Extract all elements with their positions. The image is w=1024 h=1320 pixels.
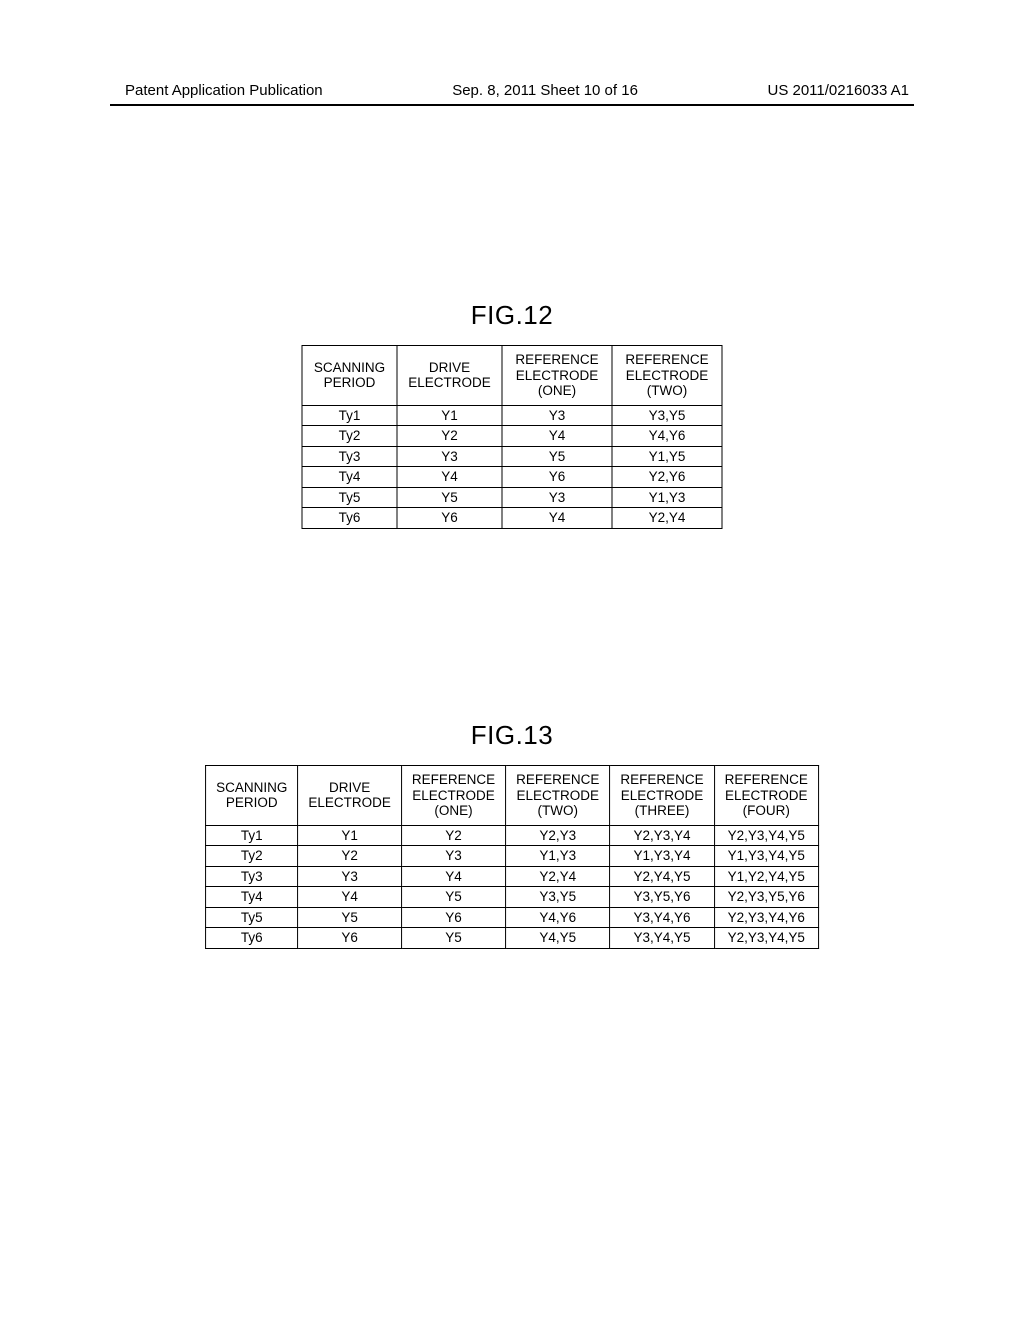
fig13-cell: Y1,Y3 [506, 846, 610, 867]
fig13-cell: Y2,Y4,Y5 [610, 866, 714, 887]
fig13-cell: Y1,Y2,Y4,Y5 [714, 866, 818, 887]
fig13-cell: Y5 [298, 907, 402, 928]
fig13-cell: Y2 [298, 846, 402, 867]
fig13-body: Ty1Y1Y2Y2,Y3Y2,Y3,Y4Y2,Y3,Y4,Y5Ty2Y2Y3Y1… [206, 825, 819, 948]
fig12-row: Ty3Y3Y5Y1,Y5 [302, 446, 722, 467]
fig12-cell: Y4 [397, 467, 502, 488]
fig13-cell: Ty1 [206, 825, 298, 846]
fig13-cell: Y2,Y3,Y4,Y6 [714, 907, 818, 928]
fig12-cell: Ty3 [302, 446, 397, 467]
fig12-cell: Y5 [502, 446, 612, 467]
fig13-cell: Ty4 [206, 887, 298, 908]
header-right: US 2011/0216033 A1 [767, 82, 909, 99]
fig12-row: Ty1Y1Y3Y3,Y5 [302, 405, 722, 426]
fig12-cell: Ty4 [302, 467, 397, 488]
fig13-header-row: SCANNINGPERIODDRIVEELECTRODEREFERENCEELE… [206, 766, 819, 826]
fig12-cell: Ty1 [302, 405, 397, 426]
header-left: Patent Application Publication [125, 82, 323, 99]
fig13-cell: Y3,Y4,Y5 [610, 928, 714, 949]
fig12-cell: Y4 [502, 508, 612, 529]
header-rule [110, 104, 914, 106]
fig13-cell: Y3,Y5 [506, 887, 610, 908]
page-header: Patent Application Publication Sep. 8, 2… [0, 82, 1024, 99]
fig12-cell: Ty5 [302, 487, 397, 508]
fig13-cell: Y6 [401, 907, 505, 928]
fig13-cell: Y3 [401, 846, 505, 867]
fig12-cell: Y1,Y5 [612, 446, 722, 467]
fig12-cell: Y1,Y3 [612, 487, 722, 508]
fig12-cell: Y3 [502, 487, 612, 508]
fig13-cell: Y1 [298, 825, 402, 846]
fig12-cell: Y2,Y4 [612, 508, 722, 529]
fig13-row: Ty1Y1Y2Y2,Y3Y2,Y3,Y4Y2,Y3,Y4,Y5 [206, 825, 819, 846]
fig13-cell: Y3 [298, 866, 402, 887]
fig13-cell: Y5 [401, 887, 505, 908]
fig13-row: Ty4Y4Y5Y3,Y5Y3,Y5,Y6Y2,Y3,Y5,Y6 [206, 887, 819, 908]
fig13-col-2: REFERENCEELECTRODE(ONE) [401, 766, 505, 826]
fig12-cell: Y3,Y5 [612, 405, 722, 426]
fig12-cell: Y4 [502, 426, 612, 447]
fig13-cell: Ty6 [206, 928, 298, 949]
fig13-cell: Y4 [401, 866, 505, 887]
fig12-cell: Y6 [502, 467, 612, 488]
header-mid: Sep. 8, 2011 Sheet 10 of 16 [452, 82, 638, 99]
fig12-table: SCANNINGPERIODDRIVEELECTRODEREFERENCEELE… [302, 345, 723, 529]
fig12-cell: Y5 [397, 487, 502, 508]
fig13-label: FIG.13 [0, 720, 1024, 751]
fig12-body: Ty1Y1Y3Y3,Y5Ty2Y2Y4Y4,Y6Ty3Y3Y5Y1,Y5Ty4Y… [302, 405, 722, 528]
fig13-cell: Y6 [298, 928, 402, 949]
fig12-cell: Y1 [397, 405, 502, 426]
fig12-header-row: SCANNINGPERIODDRIVEELECTRODEREFERENCEELE… [302, 346, 722, 406]
fig13-col-4: REFERENCEELECTRODE(THREE) [610, 766, 714, 826]
fig13-cell: Y2,Y3,Y4 [610, 825, 714, 846]
fig12-cell: Y4,Y6 [612, 426, 722, 447]
fig13-col-5: REFERENCEELECTRODE(FOUR) [714, 766, 818, 826]
fig12-cell: Y3 [502, 405, 612, 426]
fig13-cell: Y5 [401, 928, 505, 949]
fig13-cell: Ty3 [206, 866, 298, 887]
fig13-cell: Y4 [298, 887, 402, 908]
fig12-cell: Ty6 [302, 508, 397, 529]
fig12-label: FIG.12 [0, 300, 1024, 331]
fig13-row: Ty6Y6Y5Y4,Y5Y3,Y4,Y5Y2,Y3,Y4,Y5 [206, 928, 819, 949]
fig12-row: Ty4Y4Y6Y2,Y6 [302, 467, 722, 488]
fig13-row: Ty5Y5Y6Y4,Y6Y3,Y4,Y6Y2,Y3,Y4,Y6 [206, 907, 819, 928]
fig12-col-0: SCANNINGPERIOD [302, 346, 397, 406]
fig13-cell: Y4,Y6 [506, 907, 610, 928]
fig13-cell: Y4,Y5 [506, 928, 610, 949]
fig12-col-3: REFERENCEELECTRODE(TWO) [612, 346, 722, 406]
fig13-col-3: REFERENCEELECTRODE(TWO) [506, 766, 610, 826]
fig12-cell: Y2 [397, 426, 502, 447]
fig13-col-1: DRIVEELECTRODE [298, 766, 402, 826]
fig12-row: Ty2Y2Y4Y4,Y6 [302, 426, 722, 447]
fig13-row: Ty2Y2Y3Y1,Y3Y1,Y3,Y4Y1,Y3,Y4,Y5 [206, 846, 819, 867]
fig13-cell: Y2,Y3,Y4,Y5 [714, 825, 818, 846]
fig13-cell: Y2 [401, 825, 505, 846]
fig12-row: Ty6Y6Y4Y2,Y4 [302, 508, 722, 529]
fig13-cell: Ty2 [206, 846, 298, 867]
fig12-cell: Y2,Y6 [612, 467, 722, 488]
fig12-cell: Y6 [397, 508, 502, 529]
fig13-table: SCANNINGPERIODDRIVEELECTRODEREFERENCEELE… [205, 765, 819, 949]
fig12-col-1: DRIVEELECTRODE [397, 346, 502, 406]
fig13-cell: Y2,Y3 [506, 825, 610, 846]
fig12-cell: Ty2 [302, 426, 397, 447]
fig12-col-2: REFERENCEELECTRODE(ONE) [502, 346, 612, 406]
fig13-cell: Y1,Y3,Y4,Y5 [714, 846, 818, 867]
fig13-cell: Ty5 [206, 907, 298, 928]
fig12-row: Ty5Y5Y3Y1,Y3 [302, 487, 722, 508]
fig13-cell: Y2,Y4 [506, 866, 610, 887]
fig13-cell: Y3,Y5,Y6 [610, 887, 714, 908]
fig13-cell: Y2,Y3,Y4,Y5 [714, 928, 818, 949]
fig13-cell: Y2,Y3,Y5,Y6 [714, 887, 818, 908]
fig13-row: Ty3Y3Y4Y2,Y4Y2,Y4,Y5Y1,Y2,Y4,Y5 [206, 866, 819, 887]
fig13-cell: Y3,Y4,Y6 [610, 907, 714, 928]
fig12-cell: Y3 [397, 446, 502, 467]
fig13-cell: Y1,Y3,Y4 [610, 846, 714, 867]
fig13-col-0: SCANNINGPERIOD [206, 766, 298, 826]
